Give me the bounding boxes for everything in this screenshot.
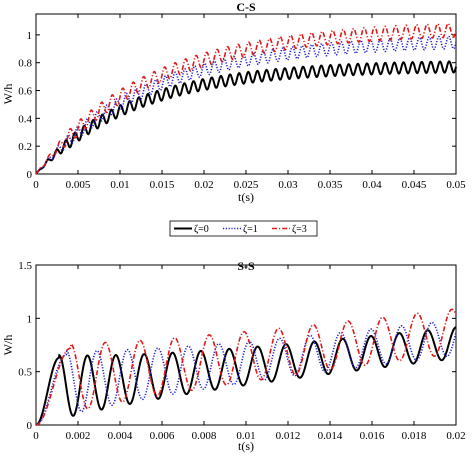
x-axis-label: t(s) bbox=[238, 190, 254, 204]
x-ticks: 0 0.005 0.01 0.015 0.02 0.025 0.03 0.035 0.04 0.0… bbox=[33, 14, 466, 191]
x-tick-label: 0.02 bbox=[446, 430, 465, 442]
legend-box bbox=[169, 220, 318, 237]
x-tick-label: 0.016 bbox=[360, 430, 385, 442]
x-tick-label: 0.015 bbox=[150, 179, 175, 191]
legend-label: ζ=3 bbox=[292, 224, 307, 235]
x-tick-label: 0.035 bbox=[318, 179, 343, 191]
legend: ζ=0 ζ=1 ζ=3 bbox=[169, 220, 318, 237]
y-tick-label: 0.5 bbox=[18, 367, 32, 379]
x-tick-label: 0 bbox=[33, 179, 39, 191]
x-tick-label: 0.006 bbox=[150, 430, 175, 442]
series-lines bbox=[35, 22, 457, 175]
y-tick-label: 0.8 bbox=[18, 58, 32, 70]
x-tick-label: 0.008 bbox=[192, 430, 217, 442]
x-tick-label: 0.045 bbox=[402, 179, 427, 191]
series-line-zeta-0 bbox=[35, 326, 457, 426]
y-ticks: 0 0.5 1 1.5 bbox=[18, 260, 456, 432]
x-tick-label: 0.018 bbox=[402, 430, 427, 442]
y-ticks: 0 0.2 0.4 0.6 0.8 1 bbox=[18, 30, 456, 181]
series-line-zeta-0 bbox=[35, 60, 457, 175]
plot-frame bbox=[35, 13, 457, 175]
x-tick-label: 0.005 bbox=[66, 179, 91, 191]
series-line-zeta-3 bbox=[35, 308, 457, 426]
series-line-zeta-3 bbox=[35, 22, 457, 175]
x-tick-label: 0.01 bbox=[236, 430, 255, 442]
x-tick-label: 0.025 bbox=[234, 179, 259, 191]
x-tick-label: 0.014 bbox=[318, 430, 343, 442]
legend-label: ζ=0 bbox=[194, 224, 209, 235]
series-line-zeta-1 bbox=[35, 321, 457, 426]
chart-s-s: S-S 0 0.002 0.004 0.006 0.008 0.01 0.012 0.014 0… bbox=[1, 259, 466, 453]
x-ticks: 0 0.002 0.004 0.006 0.008 0.01 0.012 0.014 0.016… bbox=[33, 265, 466, 442]
x-tick-label: 0 bbox=[33, 430, 39, 442]
x-tick-label: 0.05 bbox=[446, 179, 466, 191]
x-tick-label: 0.03 bbox=[278, 179, 298, 191]
x-tick-label: 0.004 bbox=[108, 430, 133, 442]
x-tick-label: 0.012 bbox=[276, 430, 301, 442]
y-tick-label: 0.2 bbox=[18, 141, 32, 153]
y-tick-label: 0.6 bbox=[18, 86, 32, 98]
chart-title: C-S bbox=[236, 0, 256, 14]
chart-c-s: C-S 0 0.005 0.01 0.015 0.02 0.025 0.03 0.035 0.0… bbox=[1, 0, 466, 204]
y-tick-label: 0 bbox=[27, 420, 33, 432]
y-tick-label: 0 bbox=[27, 169, 33, 181]
x-tick-label: 0.02 bbox=[194, 179, 213, 191]
y-tick-label: 1 bbox=[27, 30, 33, 42]
series-line-zeta-1 bbox=[35, 35, 457, 175]
x-tick-label: 0.01 bbox=[110, 179, 129, 191]
y-axis-label: W/h bbox=[1, 335, 15, 356]
series-lines bbox=[35, 308, 457, 426]
x-tick-label: 0.04 bbox=[362, 179, 382, 191]
y-tick-label: 1 bbox=[27, 313, 33, 325]
y-axis-label: W/h bbox=[1, 84, 15, 105]
y-tick-label: 1.5 bbox=[18, 260, 32, 272]
legend-label: ζ=1 bbox=[243, 224, 258, 235]
y-tick-label: 0.4 bbox=[18, 113, 32, 125]
x-tick-label: 0.002 bbox=[66, 430, 91, 442]
x-axis-label: t(s) bbox=[238, 439, 254, 453]
